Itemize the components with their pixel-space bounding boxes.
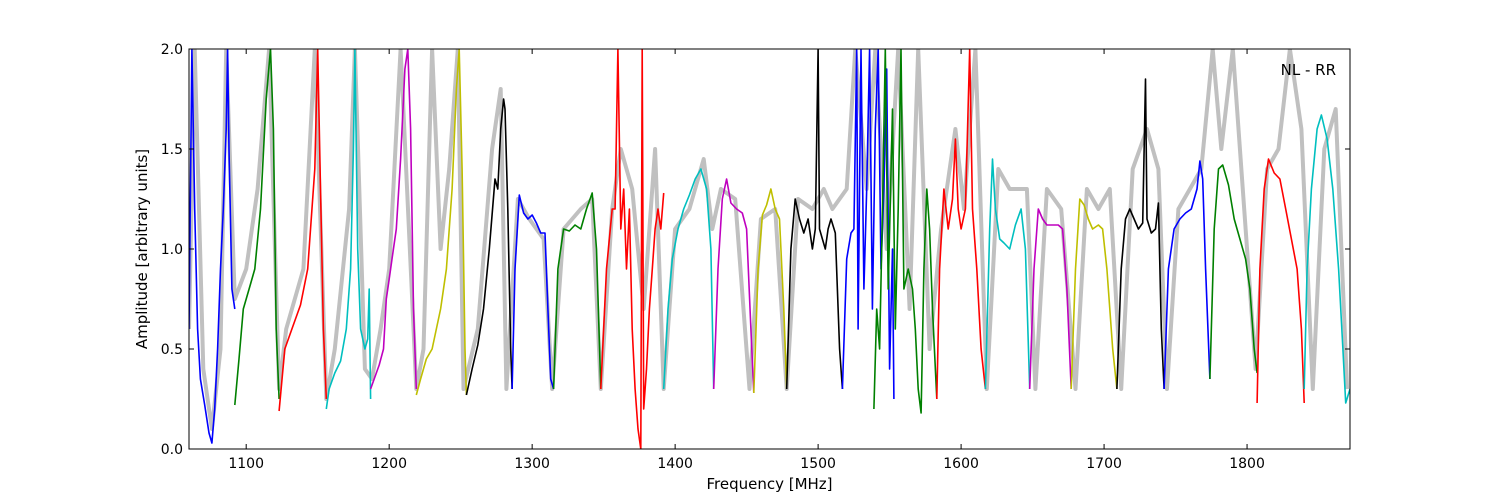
series-line-12 [712,178,755,394]
series-layer [189,49,1350,449]
x-tick-label: 1800 [1229,456,1265,472]
series-line-25 [1303,114,1350,404]
series-line-14 [785,49,844,390]
x-axis-ticks: 1100 1200 1300 1400 1500 1600 1700 1800 [228,49,1265,472]
x-tick-label: 1500 [800,456,836,472]
y-tick-label: 0.0 [161,442,183,458]
background-envelope-line [189,49,1350,431]
series-line-1 [189,49,236,444]
y-tick-label: 1.5 [161,142,183,158]
y-axis-ticks: 0.0 0.5 1.0 1.5 2.0 [161,42,1350,458]
series-line-19 [1028,208,1072,390]
x-tick-label: 1300 [514,456,550,472]
series-line-24 [1256,158,1305,404]
series-line-7 [465,98,513,396]
series-line-16 [873,49,938,414]
x-tick-label: 1100 [228,456,264,472]
chart-annotation: NL - RR [1281,61,1336,79]
series-line-21 [1116,78,1165,390]
background-envelope [189,49,1350,431]
y-tick-label: 0.5 [161,342,183,358]
series-line-13 [753,188,788,394]
series-line-8 [511,194,555,390]
series-line-18 [984,158,1031,390]
series-line-17 [936,49,987,400]
series-line-10 [600,49,665,449]
series-line-2 [234,49,280,406]
series-line-23 [1209,164,1258,380]
y-axis-label: Amplitude [arbitrary units] [133,149,151,349]
series-line-6 [415,49,468,396]
series-line-4 [325,49,372,410]
series-line-5 [369,49,418,390]
y-tick-label: 1.0 [161,242,183,258]
series-line-11 [662,168,715,390]
plot-background [189,49,1350,449]
series-line-9 [552,192,602,390]
x-axis-label: Frequency [MHz] [706,475,832,493]
y-tick-label: 2.0 [161,42,183,58]
x-tick-label: 1200 [371,456,407,472]
x-tick-label: 1600 [943,456,979,472]
x-tick-label: 1700 [1086,456,1122,472]
x-tick-label: 1400 [657,456,693,472]
series-line-20 [1070,198,1118,390]
series-line-15 [841,49,895,400]
series-line-22 [1163,160,1211,390]
series-line-3 [278,49,328,412]
